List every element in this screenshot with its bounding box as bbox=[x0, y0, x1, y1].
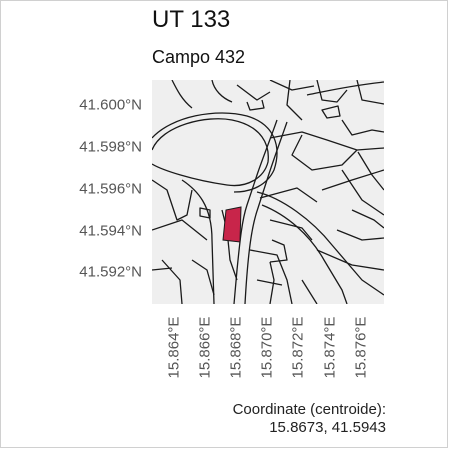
x-tick-label: 15.874°E bbox=[321, 316, 339, 378]
map-panel bbox=[152, 80, 384, 304]
y-tick-label: 41.598°N bbox=[79, 138, 142, 156]
map-title: UT 133 bbox=[152, 6, 231, 33]
x-tick-label: 15.868°E bbox=[227, 316, 245, 378]
x-tick-label: 15.870°E bbox=[258, 316, 276, 378]
y-tick-label: 41.592°N bbox=[79, 263, 142, 281]
highlighted-parcel bbox=[222, 206, 242, 243]
centroid-value: 15.8673, 41.5943 bbox=[269, 419, 386, 436]
x-tick-label: 15.872°E bbox=[289, 316, 307, 378]
y-tick-label: 41.594°N bbox=[79, 222, 142, 240]
y-tick-label: 41.596°N bbox=[79, 180, 142, 198]
map-subtitle: Campo 432 bbox=[152, 47, 246, 67]
centroid-caption: Coordinate (centroide): 15.8673, 41.5943 bbox=[233, 401, 386, 437]
map-background bbox=[152, 80, 384, 304]
x-tick-label: 15.864°E bbox=[165, 316, 183, 378]
centroid-label: Coordinate (centroide): bbox=[232, 401, 386, 418]
x-tick-label: 15.876°E bbox=[352, 316, 370, 378]
y-tick-label: 41.600°N bbox=[79, 96, 142, 114]
parcel-boundaries bbox=[152, 80, 384, 304]
x-tick-label: 15.866°E bbox=[196, 316, 214, 378]
